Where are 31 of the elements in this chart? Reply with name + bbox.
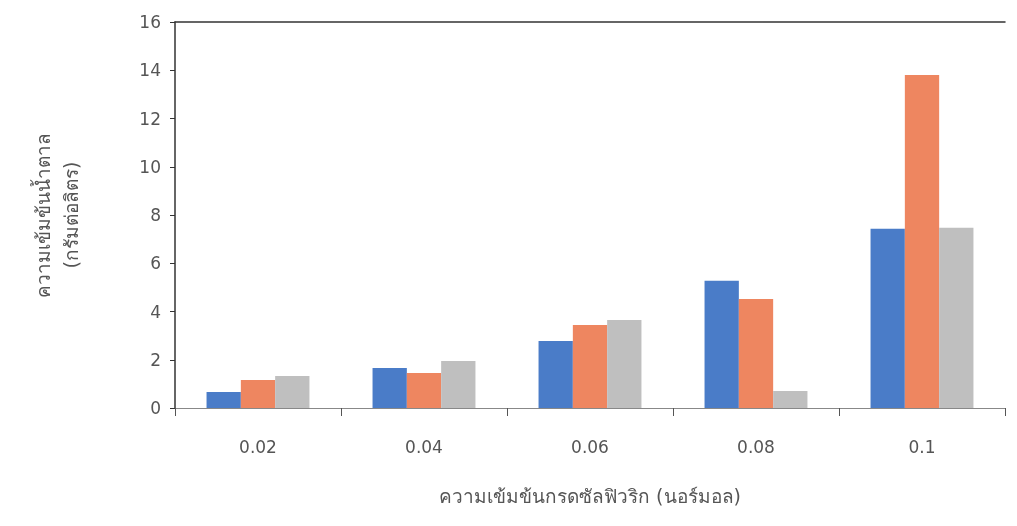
bar [406,373,442,408]
y-tick-label: 16 [139,12,161,32]
y-tick-label: 12 [139,108,161,129]
bar [773,391,808,408]
bar [372,367,407,408]
y-tick-label: 0 [150,398,161,418]
y-tick-label: 4 [150,301,161,322]
y-tick-label: 2 [150,349,161,370]
y-tick-label: 8 [150,205,161,225]
x-tick-label: 0.06 [571,436,609,457]
bar [538,340,573,408]
bar [704,280,739,408]
bar [904,75,940,408]
x-tick-label: 0.08 [737,436,775,457]
bar [275,375,310,408]
bar [441,360,476,408]
y-tick-label: 14 [139,60,161,81]
bar [870,228,905,408]
y-tick-label: 6 [150,253,161,274]
bar [206,392,241,408]
bar [738,298,774,408]
y-axis-title: ความเข้มข้นน้ำตาล (กรัมต่อลิตร) [30,132,82,298]
x-tick-label: 0.04 [405,436,443,457]
x-tick-label: 0.1 [908,436,936,457]
y-tick-label: 10 [139,156,161,177]
bar [939,227,974,408]
x-axis-title: ความเข้มข้นกรดซัลฟิวริก (นอร์มอล) [439,484,741,507]
bar [572,325,608,408]
bar [240,380,276,408]
bar [607,319,642,408]
x-tick-label: 0.02 [239,436,277,457]
